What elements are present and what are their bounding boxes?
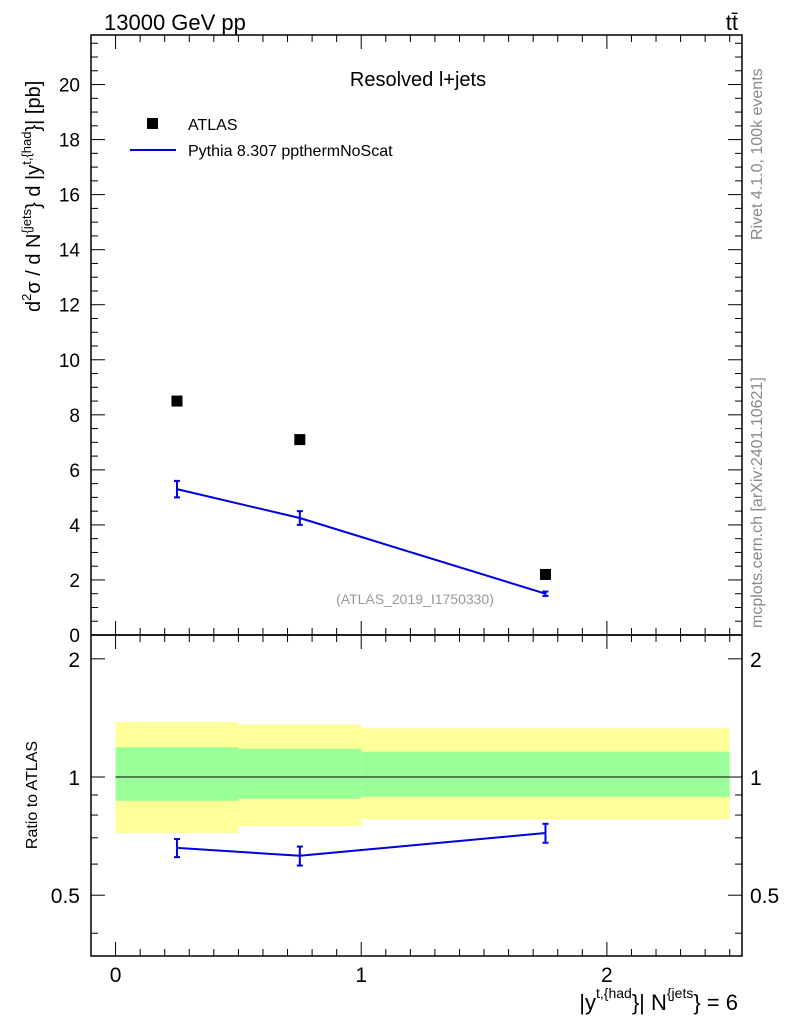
energy-label: 13000 GeV pp [104, 10, 246, 35]
rivet-label: Rivet 4.1.0, 100k events [749, 68, 766, 240]
top-y-axis-label: d2σ / d N{jets} d |yt,{had}| [pb] [19, 81, 45, 312]
analysis-id: (ATLAS_2019_I1750330) [336, 591, 494, 607]
bottom-tick-labels: 0.5 0.5 1 1 2 2 0 1 2 [51, 649, 779, 987]
top-y-tick-label: 4 [69, 516, 80, 537]
ratio-y-tick-label-right: 1 [750, 767, 762, 790]
mc-line [176, 488, 546, 595]
bottom-frame [90, 634, 743, 957]
green-uncertainty-band [115, 747, 239, 801]
x-tick-label: 1 [355, 964, 367, 987]
bottom-panel: 0.5 0.5 1 1 2 2 0 1 2 Ratio to ATLAS |yt,{had}| … [24, 634, 779, 1015]
ratio-y-tick-label-left: 0.5 [51, 885, 80, 908]
top-y-tick-label: 18 [59, 131, 80, 152]
ratio-bands [115, 722, 730, 834]
top-axis-ticks [91, 35, 742, 636]
atlas-data-point [294, 434, 306, 446]
x-tick-label: 2 [601, 964, 613, 987]
top-y-tick-label: 0 [69, 626, 80, 647]
top-y-tick-label: 20 [59, 76, 80, 97]
ratio-line [176, 832, 546, 857]
legend: ATLAS Pythia 8.307 ppthermNoScat [130, 117, 393, 160]
x-tick-label: 0 [110, 964, 122, 987]
top-y-tick-label: 10 [59, 351, 80, 372]
legend-pythia-label: Pythia 8.307 ppthermNoScat [188, 143, 393, 160]
x-axis-label: |yt,{had}| N{jets} = 6 [579, 985, 738, 1015]
legend-atlas-marker [147, 118, 158, 129]
green-uncertainty-band [361, 751, 730, 797]
ratio-y-tick-label-left: 1 [68, 767, 80, 790]
atlas-data-point [171, 395, 183, 407]
top-y-tick-label: 6 [69, 461, 80, 482]
top-y-tick-label: 12 [59, 296, 80, 317]
process-label: tt̄ [726, 10, 738, 35]
mcplots-label: mcplots.cern.ch [arXiv:2401.10621] [749, 377, 766, 628]
top-y-tick-label: 16 [59, 186, 80, 207]
top-y-tick-label: 2 [69, 571, 80, 592]
bottom-y-axis-label: Ratio to ATLAS [24, 741, 41, 849]
bottom-axis-ticks [91, 635, 742, 956]
top-y-tick-label: 8 [69, 406, 80, 427]
ratio-marks [173, 822, 549, 867]
ratio-y-tick-label-right: 2 [750, 649, 762, 672]
ratio-y-tick-label-right: 0.5 [750, 885, 779, 908]
chart-title: Resolved l+jets [350, 69, 486, 91]
atlas-data-point [539, 568, 551, 580]
top-data-marks [171, 395, 551, 597]
green-uncertainty-band [238, 748, 362, 799]
ratio-y-tick-label-left: 2 [68, 649, 80, 672]
legend-atlas-label: ATLAS [188, 117, 238, 134]
top-y-tick-labels: 0 2 4 6 8 10 12 14 16 18 20 [59, 76, 81, 647]
top-panel: 0 2 4 6 8 10 12 14 16 18 20 Resolved l+jets ATLAS … [19, 34, 743, 647]
top-y-tick-label: 14 [59, 241, 81, 262]
